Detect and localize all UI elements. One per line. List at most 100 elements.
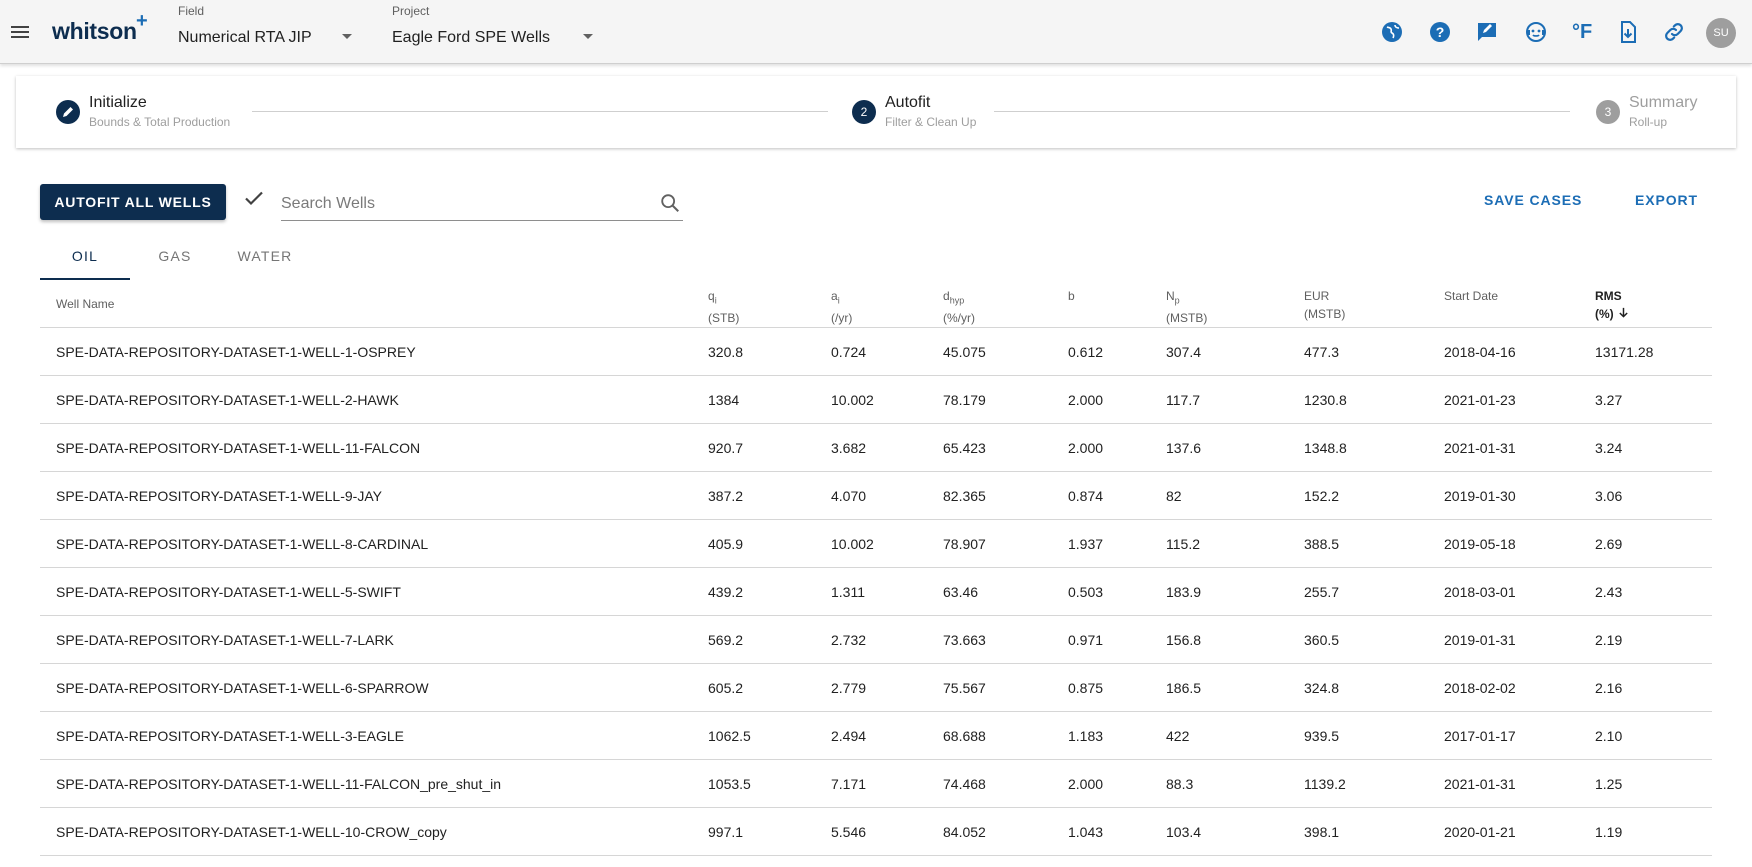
cell-np: 186.5 bbox=[1166, 680, 1202, 696]
avatar[interactable]: SU bbox=[1706, 18, 1736, 48]
support-icon[interactable] bbox=[1524, 20, 1548, 44]
cell-ai: 2.779 bbox=[831, 680, 867, 696]
cell-name[interactable]: SPE-DATA-REPOSITORY-DATASET-1-WELL-11-FA… bbox=[56, 776, 502, 792]
download-icon[interactable] bbox=[1616, 20, 1640, 44]
cell-name[interactable]: SPE-DATA-REPOSITORY-DATASET-1-WELL-2-HAW… bbox=[56, 392, 399, 408]
column-header-label: b bbox=[1068, 287, 1075, 305]
cell-np: 115.2 bbox=[1166, 536, 1200, 552]
cell-rms: 2.43 bbox=[1595, 584, 1623, 600]
export-button[interactable]: EXPORT bbox=[1635, 192, 1698, 208]
table-row[interactable]: SPE-DATA-REPOSITORY-DATASET-1-WELL-5-SWI… bbox=[40, 568, 1712, 616]
autofit-all-wells-button[interactable]: AUTOFIT ALL WELLS bbox=[40, 184, 226, 220]
column-unit-text: (%/yr) bbox=[943, 311, 975, 326]
column-header-rms[interactable]: RMS (%) bbox=[1595, 287, 1629, 323]
cell-np: 137.6 bbox=[1166, 440, 1202, 456]
field-select[interactable]: Field Numerical RTA JIP bbox=[178, 0, 358, 64]
link-icon[interactable] bbox=[1662, 20, 1686, 44]
cell-name[interactable]: SPE-DATA-REPOSITORY-DATASET-1-WELL-6-SPA… bbox=[56, 680, 429, 696]
column-header-start[interactable]: Start Date bbox=[1444, 287, 1498, 305]
cell-qi: 1053.5 bbox=[708, 776, 751, 792]
table-row[interactable]: SPE-DATA-REPOSITORY-DATASET-1-WELL-10-CR… bbox=[40, 808, 1712, 856]
column-header-symbol: d bbox=[943, 289, 950, 303]
step-initialize[interactable]: Initialize Bounds & Total Production bbox=[56, 76, 276, 148]
cell-eur: 1139.2 bbox=[1304, 776, 1346, 792]
cell-ai: 2.732 bbox=[831, 632, 867, 648]
save-cases-button[interactable]: SAVE CASES bbox=[1484, 192, 1583, 208]
cell-np: 117.7 bbox=[1166, 392, 1200, 408]
sort-descending-icon[interactable] bbox=[1618, 305, 1629, 323]
step-subtitle: Roll-up bbox=[1629, 115, 1668, 129]
brand-logo[interactable]: whitson bbox=[52, 18, 137, 44]
check-icon[interactable] bbox=[242, 186, 266, 210]
stepper: Initialize Bounds & Total Production 2 A… bbox=[16, 76, 1736, 148]
table-row[interactable]: SPE-DATA-REPOSITORY-DATASET-1-WELL-7-LAR… bbox=[40, 616, 1712, 664]
column-header-subscript: i bbox=[714, 295, 717, 306]
cell-ai: 2.494 bbox=[831, 728, 867, 744]
cell-name[interactable]: SPE-DATA-REPOSITORY-DATASET-1-WELL-7-LAR… bbox=[56, 632, 394, 648]
table-row[interactable]: SPE-DATA-REPOSITORY-DATASET-1-WELL-11-FA… bbox=[40, 760, 1712, 808]
feedback-icon[interactable] bbox=[1475, 20, 1499, 44]
cell-eur: 255.7 bbox=[1304, 584, 1340, 600]
column-header-dhyp[interactable]: dhyp (%/yr) bbox=[943, 287, 975, 327]
cell-name[interactable]: SPE-DATA-REPOSITORY-DATASET-1-WELL-10-CR… bbox=[56, 824, 447, 840]
tab-oil[interactable]: OIL bbox=[40, 240, 130, 280]
cell-eur: 360.5 bbox=[1304, 632, 1340, 648]
cell-np: 88.3 bbox=[1166, 776, 1194, 792]
cell-name[interactable]: SPE-DATA-REPOSITORY-DATASET-1-WELL-8-CAR… bbox=[56, 536, 429, 552]
temperature-icon[interactable]: °F bbox=[1572, 20, 1600, 44]
project-label: Project bbox=[392, 4, 430, 18]
cell-start: 2017-01-17 bbox=[1444, 728, 1516, 744]
globe-icon[interactable] bbox=[1380, 20, 1404, 44]
table-row[interactable]: SPE-DATA-REPOSITORY-DATASET-1-WELL-1-OSP… bbox=[40, 328, 1712, 376]
cell-ai: 5.546 bbox=[831, 824, 867, 840]
step-summary[interactable]: 3 Summary Roll-up bbox=[1596, 76, 1716, 148]
table-body: SPE-DATA-REPOSITORY-DATASET-1-WELL-1-OSP… bbox=[40, 328, 1712, 856]
step-autofit[interactable]: 2 Autofit Filter & Clean Up bbox=[852, 76, 1002, 148]
cell-np: 307.4 bbox=[1166, 344, 1202, 360]
cell-b: 0.971 bbox=[1068, 632, 1104, 648]
cell-dhyp: 45.075 bbox=[943, 344, 986, 360]
table-row[interactable]: SPE-DATA-REPOSITORY-DATASET-1-WELL-9-JAY… bbox=[40, 472, 1712, 520]
cell-qi: 405.9 bbox=[708, 536, 744, 552]
cell-name[interactable]: SPE-DATA-REPOSITORY-DATASET-1-WELL-11-FA… bbox=[56, 440, 421, 456]
cell-start: 2020-01-21 bbox=[1444, 824, 1516, 840]
column-header-b[interactable]: b bbox=[1068, 287, 1075, 305]
cell-eur: 1230.8 bbox=[1304, 392, 1347, 408]
table-row[interactable]: SPE-DATA-REPOSITORY-DATASET-1-WELL-8-CAR… bbox=[40, 520, 1712, 568]
search-icon[interactable] bbox=[659, 192, 681, 214]
column-header-eur[interactable]: EUR (MSTB) bbox=[1304, 287, 1345, 323]
column-header-unit: (MSTB) bbox=[1166, 309, 1207, 327]
cell-name[interactable]: SPE-DATA-REPOSITORY-DATASET-1-WELL-5-SWI… bbox=[56, 584, 401, 600]
cell-qi: 387.2 bbox=[708, 488, 744, 504]
cell-ai: 7.171 bbox=[831, 776, 867, 792]
table-row[interactable]: SPE-DATA-REPOSITORY-DATASET-1-WELL-2-HAW… bbox=[40, 376, 1712, 424]
table-row[interactable]: SPE-DATA-REPOSITORY-DATASET-1-WELL-11-FA… bbox=[40, 424, 1712, 472]
column-header-label: ai bbox=[831, 287, 852, 309]
tab-gas[interactable]: GAS bbox=[158, 248, 192, 264]
app-bar: whitson + Field Numerical RTA JIP Projec… bbox=[0, 0, 1752, 64]
column-header-name[interactable]: Well Name bbox=[56, 295, 114, 313]
cell-name[interactable]: SPE-DATA-REPOSITORY-DATASET-1-WELL-9-JAY bbox=[56, 488, 382, 504]
field-value: Numerical RTA JIP bbox=[178, 29, 312, 46]
column-header-qi[interactable]: qi (STB) bbox=[708, 287, 739, 327]
table-header: Well Name qi (STB) ai (/yr) dhyp (%/yr) b Np (MST… bbox=[40, 280, 1712, 328]
table-row[interactable]: SPE-DATA-REPOSITORY-DATASET-1-WELL-3-EAG… bbox=[40, 712, 1712, 760]
tab-water[interactable]: WATER bbox=[237, 248, 293, 264]
search-input[interactable] bbox=[281, 192, 641, 216]
cell-dhyp: 68.688 bbox=[943, 728, 986, 744]
search-wells-field[interactable] bbox=[281, 186, 683, 221]
menu-icon[interactable] bbox=[8, 20, 32, 44]
cell-b: 1.043 bbox=[1068, 824, 1104, 840]
cell-rms: 13171.28 bbox=[1595, 344, 1654, 360]
cell-name[interactable]: SPE-DATA-REPOSITORY-DATASET-1-WELL-1-OSP… bbox=[56, 344, 416, 360]
cell-dhyp: 74.468 bbox=[943, 776, 986, 792]
cell-name[interactable]: SPE-DATA-REPOSITORY-DATASET-1-WELL-3-EAG… bbox=[56, 728, 405, 744]
cell-np: 183.9 bbox=[1166, 584, 1202, 600]
table-row[interactable]: SPE-DATA-REPOSITORY-DATASET-1-WELL-6-SPA… bbox=[40, 664, 1712, 712]
cell-rms: 3.27 bbox=[1595, 392, 1623, 408]
column-header-ai[interactable]: ai (/yr) bbox=[831, 287, 852, 327]
help-icon[interactable]: ? bbox=[1428, 20, 1452, 44]
project-select[interactable]: Project Eagle Ford SPE Wells bbox=[392, 0, 597, 64]
cell-b: 2.000 bbox=[1068, 440, 1104, 456]
column-header-np[interactable]: Np (MSTB) bbox=[1166, 287, 1207, 327]
